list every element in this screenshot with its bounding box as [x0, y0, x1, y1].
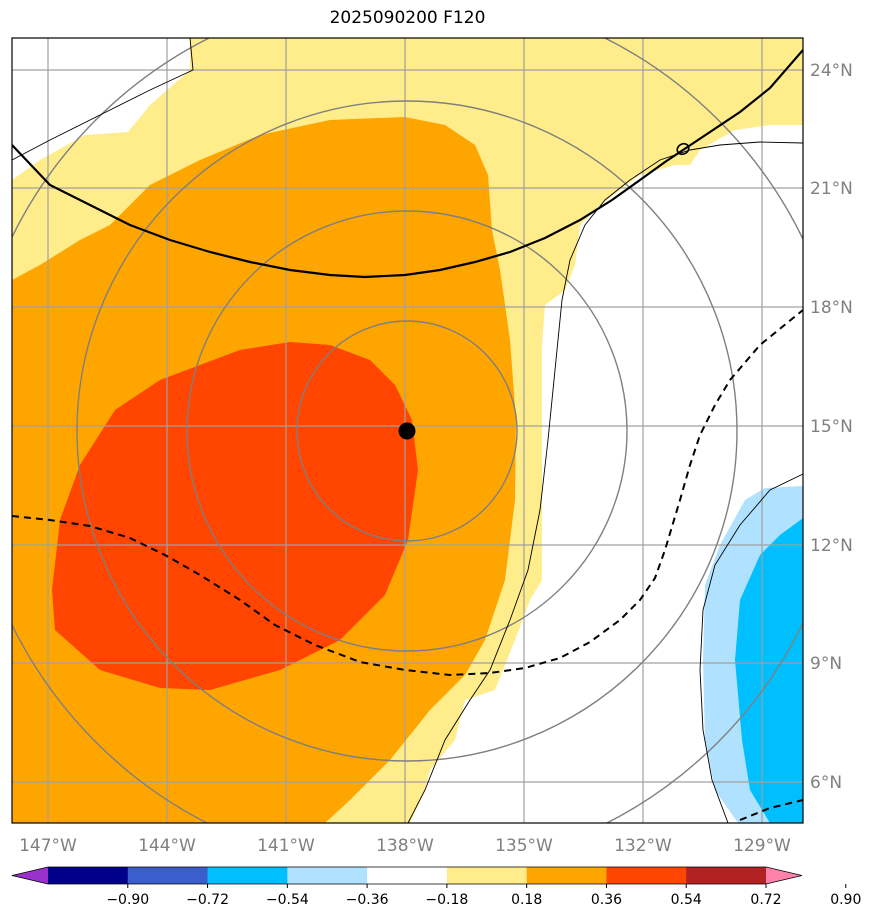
colorbar-segment — [207, 867, 288, 884]
lat-tick-15n: 15°N — [810, 417, 853, 437]
colorbar-tick-label: −0.18 — [425, 892, 468, 908]
lon-tick-132w: 132°W — [614, 836, 672, 856]
range-ring-1 — [296, 320, 518, 542]
map-title: 2025090200 F120 — [329, 8, 486, 28]
colorbar-segment — [287, 867, 368, 884]
colorbar-tick-label: 0.54 — [671, 892, 702, 908]
colorbar-segment — [367, 867, 448, 884]
lon-tick-129w: 129°W — [733, 836, 791, 856]
lon-tick-138w: 138°W — [376, 836, 434, 856]
colorbar-segment — [446, 867, 528, 884]
colorbar-tick-label: 0.90 — [830, 892, 861, 908]
field-red — [52, 342, 418, 690]
colorbar-extend-low — [12, 867, 48, 884]
colorbar-tick-label: 0.18 — [511, 892, 542, 908]
thick-contour-solid — [12, 49, 803, 279]
lat-tick-21n: 21°N — [810, 179, 853, 199]
lon-tick-144w: 144°W — [138, 836, 196, 856]
colorbar-tick-label: −0.90 — [106, 892, 149, 908]
lat-tick-12n: 12°N — [810, 536, 853, 556]
range-ring-2 — [186, 210, 628, 652]
dashed-contour-southeast — [739, 799, 803, 821]
range-rings — [12, 38, 803, 823]
colorbar-outline — [11, 866, 803, 885]
lon-tick-135w: 135°W — [495, 836, 553, 856]
lat-tick-9n: 9°N — [810, 654, 842, 674]
colorbar-tick-label: −0.36 — [346, 892, 389, 908]
colorbar-tick-label: −0.72 — [186, 892, 229, 908]
dashed-contour-west — [12, 309, 803, 677]
lon-tick-147w: 147°W — [19, 836, 77, 856]
field-skyblue — [735, 518, 803, 823]
lat-tick-18n: 18°N — [810, 298, 853, 318]
thin-contours — [12, 38, 803, 823]
contour-east-ridge — [407, 141, 803, 823]
storm-center-marker — [398, 422, 416, 440]
colorbar-tick-label: 0.36 — [591, 892, 622, 908]
colorbar-segment — [526, 867, 607, 884]
colorbar-segment — [686, 867, 767, 884]
colorbar-segment — [606, 867, 687, 884]
map-plot-area — [12, 38, 803, 823]
lat-tick-24n: 24°N — [810, 61, 853, 81]
colorbar-tick-label: 0.72 — [750, 892, 781, 908]
colorbar-segment — [48, 867, 129, 884]
contour-northwest — [12, 38, 194, 161]
contour-southeast — [699, 473, 803, 823]
colorbar: −0.90 −0.72 −0.54 −0.36 −0.18 0.18 0.36 0.54 0.7… — [11, 866, 861, 908]
lon-tick-141w: 141°W — [257, 836, 315, 856]
lat-axis-labels: 24°N 21°N 18°N 15°N 12°N 9°N 6°N — [810, 61, 853, 793]
colorbar-extend-high — [766, 867, 802, 884]
lon-axis-labels: 147°W 144°W 141°W 138°W 135°W 132°W 129°… — [19, 836, 791, 856]
map-frame — [11, 37, 804, 824]
range-ring-3 — [76, 100, 738, 762]
colorbar-segment — [127, 867, 209, 884]
contour-small-loop — [676, 142, 690, 156]
lat-tick-6n: 6°N — [810, 773, 842, 793]
colorbar-tick-label: −0.54 — [266, 892, 309, 908]
